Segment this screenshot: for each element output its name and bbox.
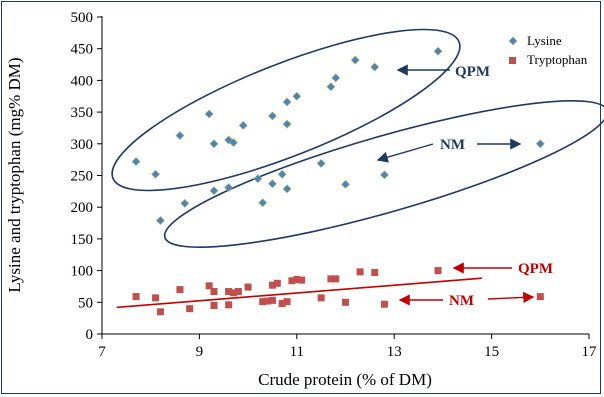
- tryptophan-point: [152, 294, 160, 302]
- tryptophan-point: [371, 269, 379, 277]
- tryptophan-point: [298, 276, 306, 284]
- tryptophan-point: [234, 288, 242, 296]
- tryptophan-point: [380, 300, 388, 308]
- annotation-qpm-lysine: QPM: [455, 64, 490, 80]
- lysine-point: [156, 216, 165, 225]
- lysine-point: [238, 120, 248, 130]
- lysine-point: [326, 82, 336, 92]
- tryptophan-point: [225, 301, 233, 309]
- tryptophan-point: [317, 294, 325, 302]
- tryptophan-point: [332, 275, 340, 283]
- legend-lysine-marker: [508, 36, 518, 46]
- lysine-point: [209, 139, 219, 149]
- lysine-point: [268, 111, 277, 121]
- lysine-point: [258, 198, 268, 208]
- lysine-point: [341, 179, 350, 189]
- tryptophan-point: [273, 279, 281, 287]
- y-axis-title: Lysine and tryptophan (mg% DM): [5, 57, 24, 292]
- lysine-point: [350, 55, 360, 65]
- tryptophan-point: [264, 297, 272, 305]
- lysine-point: [370, 62, 380, 72]
- nm-cluster-ellipse: [163, 100, 604, 248]
- tryptophan-point: [356, 268, 364, 276]
- x-tick-label: 9: [196, 344, 204, 360]
- data-points: [131, 46, 545, 316]
- legend-tryptophan-marker: [509, 57, 516, 64]
- tryptophan-point: [434, 267, 442, 275]
- x-tick-label: 11: [290, 344, 304, 360]
- lysine-point: [175, 131, 185, 140]
- lysine-point: [433, 46, 443, 56]
- legend-lysine-label: Lysine: [527, 33, 562, 48]
- lysine-point: [268, 179, 277, 189]
- y-tick-label: 50: [78, 295, 93, 311]
- lysine-point: [277, 169, 287, 179]
- annotation-nm-lysine-arrow-left: [376, 143, 434, 163]
- tryptophan-point: [244, 283, 252, 291]
- y-tick-label: 300: [71, 137, 94, 153]
- tryptophan-point: [342, 298, 349, 306]
- tryptophan-point: [268, 281, 276, 289]
- tryptophan-point: [186, 305, 194, 313]
- lysine-point: [151, 169, 160, 179]
- tryptophan-point: [259, 298, 267, 306]
- annotation-nm-lysine: NM: [440, 137, 465, 153]
- lysine-point: [224, 183, 234, 192]
- y-tick-label: 250: [71, 169, 94, 185]
- lysine-point: [282, 184, 292, 194]
- lysine-point: [380, 170, 389, 180]
- x-tick-label: 17: [582, 344, 598, 360]
- annotation-qpm-tryptophan: QPM: [518, 261, 553, 277]
- x-axis-title: Crude protein (% of DM): [258, 370, 432, 389]
- tryptophan-trendline: [116, 277, 482, 309]
- lysine-point: [316, 159, 326, 168]
- tryptophan-point: [327, 275, 335, 283]
- y-tick-label: 500: [71, 10, 94, 26]
- lysine-point: [535, 139, 545, 149]
- lysine-point: [282, 119, 292, 129]
- annotation-nm-tryptophan-arrow-right: [487, 291, 535, 304]
- tryptophan-point: [288, 277, 296, 285]
- tryptophan-point: [205, 282, 213, 290]
- legend-tryptophan-label: Tryptophan: [527, 52, 588, 67]
- lysine-point: [253, 174, 263, 184]
- y-tick-label: 400: [71, 73, 94, 89]
- qpm-cluster-ellipse: [111, 28, 461, 192]
- tryptophan-point: [229, 289, 237, 297]
- y-tick-label: 100: [71, 264, 94, 280]
- y-tick-label: 150: [71, 232, 94, 248]
- y-tick-label: 350: [71, 105, 94, 121]
- y-tick-label: 450: [71, 42, 94, 58]
- lysine-point: [292, 91, 302, 101]
- tryptophan-point: [210, 301, 218, 309]
- x-tick-label: 7: [98, 344, 106, 360]
- x-axis-ticks: 7 9 11 13 15 17: [98, 334, 597, 360]
- tryptophan-point: [536, 293, 544, 301]
- annotation-nm-tryptophan: NM: [449, 293, 474, 309]
- lysine-point: [204, 109, 214, 119]
- y-tick-label: 200: [71, 200, 94, 216]
- lysine-point: [209, 186, 219, 196]
- tryptophan-point: [283, 298, 291, 306]
- tryptophan-point: [156, 308, 164, 316]
- lysine-point: [131, 157, 141, 166]
- lysine-point: [229, 138, 238, 147]
- tryptophan-point: [176, 286, 184, 294]
- lysine-point: [282, 97, 292, 107]
- tryptophan-point: [293, 275, 301, 283]
- tryptophan-point: [132, 293, 140, 301]
- legend: Lysine Tryptophan: [508, 33, 588, 67]
- y-axis-ticks: 0 50 100 150 200 250 300 350 400 450 500: [71, 10, 102, 343]
- y-tick-label: 0: [86, 327, 94, 343]
- tryptophan-point: [210, 288, 218, 296]
- x-tick-label: 13: [387, 344, 402, 360]
- tryptophan-point: [278, 300, 286, 308]
- lysine-point: [180, 198, 190, 208]
- tryptophan-point: [225, 288, 233, 296]
- x-tick-label: 15: [484, 344, 499, 360]
- lysine-point: [331, 73, 341, 83]
- tryptophan-point: [268, 296, 276, 304]
